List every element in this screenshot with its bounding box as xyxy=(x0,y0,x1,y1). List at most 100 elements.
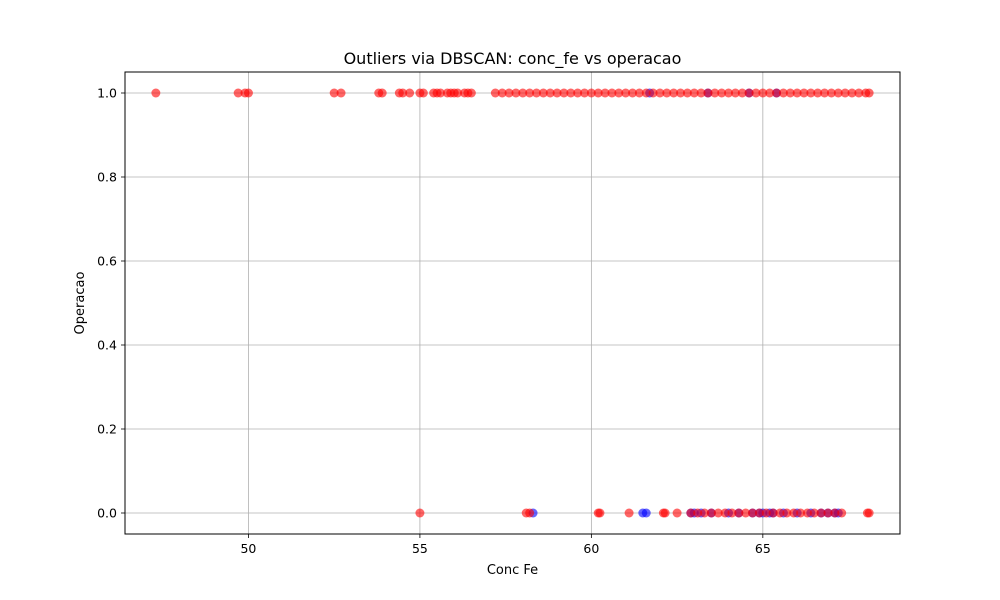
outlier-point xyxy=(573,88,583,98)
outlier-point xyxy=(778,88,788,98)
outlier-point xyxy=(754,508,764,518)
outlier-point xyxy=(559,88,569,98)
outlier-point xyxy=(418,88,428,98)
outlier-point xyxy=(730,88,740,98)
outlier-point xyxy=(802,508,812,518)
outlier-point xyxy=(600,88,610,98)
outlier-point xyxy=(748,508,758,518)
outlier-point xyxy=(830,508,840,518)
outlier-point xyxy=(761,508,771,518)
outlier-point xyxy=(641,88,651,98)
outlier-point xyxy=(796,508,806,518)
outlier-point xyxy=(826,88,836,98)
outlier-point xyxy=(595,508,605,518)
outlier-point xyxy=(741,508,751,518)
outlier-point xyxy=(398,88,408,98)
ticks-layer: 50 55 60 65 0.0 0.2 0.4 0.6 0.8 1.0 xyxy=(97,86,771,557)
outlier-point xyxy=(744,88,754,98)
outlier-point xyxy=(854,88,864,98)
outlier-point xyxy=(580,88,590,98)
outlier-point xyxy=(621,88,631,98)
outlier-point xyxy=(706,508,716,518)
y-tick-label: 0.0 xyxy=(97,506,117,521)
y-axis-label: Operacao xyxy=(73,272,88,335)
outlier-point xyxy=(689,88,699,98)
outlier-point xyxy=(864,508,874,518)
outlier-point xyxy=(809,508,819,518)
y-tick-label: 0.8 xyxy=(97,170,117,185)
outlier-point xyxy=(552,88,562,98)
outlier-point xyxy=(532,88,542,98)
outlier-point xyxy=(734,508,744,518)
outlier-point xyxy=(586,88,596,98)
outlier-point xyxy=(840,88,850,98)
outlier-point xyxy=(538,88,548,98)
x-tick-label: 55 xyxy=(412,541,428,556)
outlier-point xyxy=(624,508,634,518)
outlier-point xyxy=(693,508,703,518)
outlier-point xyxy=(662,88,672,98)
outlier-point xyxy=(336,88,346,98)
outlier-point xyxy=(614,88,624,98)
outlier-point xyxy=(435,88,445,98)
x-tick-label: 65 xyxy=(755,541,771,556)
outlier-point xyxy=(813,88,823,98)
outlier-point xyxy=(696,88,706,98)
outlier-point xyxy=(607,88,617,98)
x-tick-label: 60 xyxy=(583,541,599,556)
outlier-point xyxy=(775,508,785,518)
outlier-point xyxy=(518,88,528,98)
outlier-point xyxy=(864,88,874,98)
y-tick-label: 0.6 xyxy=(97,254,117,269)
outlier-point xyxy=(634,88,644,98)
outlier-point xyxy=(490,88,500,98)
outlier-point xyxy=(703,88,713,98)
outlier-point xyxy=(628,88,638,98)
outlier-point xyxy=(837,508,847,518)
outlier-point xyxy=(768,508,778,518)
y-tick-label: 1.0 xyxy=(97,86,117,101)
outlier-point xyxy=(511,88,521,98)
outlier-point xyxy=(782,508,792,518)
outlier-point xyxy=(682,88,692,98)
outlier-point xyxy=(751,88,761,98)
outlier-point xyxy=(525,88,535,98)
outlier-point xyxy=(765,88,775,98)
outlier-point xyxy=(720,508,730,518)
outlier-point xyxy=(799,88,809,98)
outlier-point xyxy=(758,88,768,98)
outlier-point xyxy=(737,88,747,98)
outlier-point xyxy=(672,508,682,518)
outlier-point xyxy=(816,508,826,518)
outlier-point xyxy=(789,508,799,518)
outlier-point xyxy=(717,88,727,98)
x-axis-label: Conc Fe xyxy=(487,563,538,578)
outlier-point xyxy=(820,88,830,98)
outlier-point xyxy=(545,88,555,98)
outlier-point xyxy=(415,508,425,518)
outlier-point xyxy=(329,88,339,98)
outlier-point xyxy=(686,508,696,518)
outlier-point xyxy=(792,88,802,98)
outlier-point xyxy=(806,88,816,98)
outlier-point xyxy=(525,508,535,518)
outlier-point xyxy=(660,508,670,518)
outlier-point xyxy=(823,508,833,518)
y-tick-label: 0.4 xyxy=(97,338,117,353)
outlier-point xyxy=(453,88,463,98)
x-tick-label: 50 xyxy=(240,541,256,556)
outlier-point xyxy=(772,88,782,98)
axes-frame xyxy=(124,71,901,535)
outlier-point xyxy=(847,88,857,98)
outlier-point xyxy=(713,508,723,518)
outlier-point xyxy=(785,88,795,98)
outlier-point xyxy=(655,88,665,98)
points-layer xyxy=(151,88,874,518)
y-tick-label: 0.2 xyxy=(97,422,117,437)
outlier-point xyxy=(466,88,476,98)
outlier-point xyxy=(648,88,658,98)
inlier-point xyxy=(641,508,651,518)
outlier-point xyxy=(669,88,679,98)
